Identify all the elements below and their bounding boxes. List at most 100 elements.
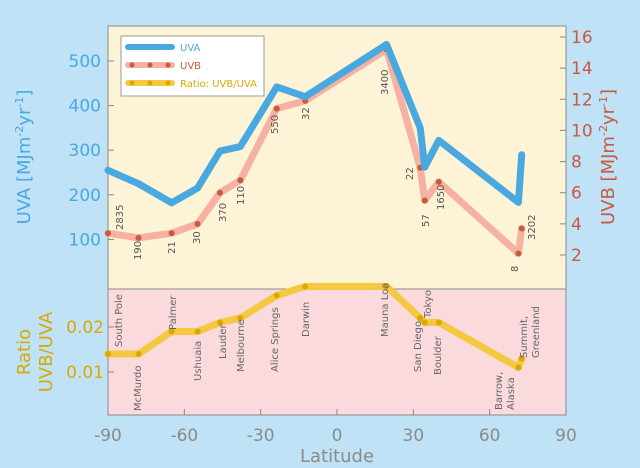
series-line-0: [104, 41, 526, 207]
uvb-tick-label: 10: [571, 121, 593, 141]
series-point-0: [135, 180, 142, 187]
series-point-1: [237, 177, 244, 184]
ratio-axis-title-line2: UVB/UVA: [36, 311, 57, 392]
site-label: Melbourne: [236, 319, 247, 372]
ratio-tick-label: 0.02: [66, 318, 104, 338]
legend-marker: [165, 62, 171, 68]
legend-label: UVA: [180, 43, 201, 54]
uvb-tick-label: 16: [571, 28, 593, 48]
site-label: South Pole: [114, 294, 125, 347]
legend-marker: [129, 62, 135, 68]
series-point-0: [435, 137, 442, 144]
series-point-0: [216, 148, 223, 155]
series-point-2: [135, 351, 142, 357]
site-label: Boulder: [433, 335, 444, 375]
altitude-label: 550: [270, 115, 281, 134]
x-tick-label: 60: [479, 426, 501, 446]
series-point-2: [383, 283, 390, 290]
altitude-label: 21: [167, 241, 178, 254]
altitude-label: 2835: [115, 205, 126, 230]
series-point-0: [237, 143, 244, 150]
legend: UVA UVB Ratio: UVB/UVA: [120, 35, 265, 97]
series-point-0: [518, 151, 525, 158]
site-label: Palmer: [168, 295, 179, 330]
site-label: Darwin: [301, 302, 312, 337]
uva-tick-label: 400: [69, 97, 101, 117]
uvb-tick-label: 8: [571, 153, 582, 173]
series-point-2: [194, 328, 201, 335]
plot-frame: [107, 25, 567, 416]
series-point-0: [105, 167, 111, 174]
series-point-2: [105, 351, 111, 357]
series-point-2: [518, 355, 525, 362]
series-point-1: [216, 189, 223, 196]
series-point-2: [515, 364, 522, 371]
series-point-0: [168, 199, 175, 206]
uva-tick-label: 200: [69, 186, 101, 206]
series-point-1: [435, 178, 442, 185]
uva-tick-label: 300: [69, 141, 101, 161]
x-tick-label: -30: [247, 426, 275, 446]
x-tick-label: 30: [403, 426, 425, 446]
site-label: Lauder: [218, 323, 229, 359]
altitude-label: 3202: [527, 215, 538, 240]
altitude-label: 3400: [380, 70, 391, 95]
altitude-label: 110: [236, 186, 247, 205]
legend-label: UVB: [180, 61, 201, 72]
series-point-0: [273, 83, 280, 90]
altitude-label: 32: [301, 107, 312, 120]
series-point-1: [515, 250, 522, 257]
series-point-1: [421, 197, 428, 204]
ratio-axis-title-line1: Ratio: [14, 329, 35, 375]
series-point-2: [417, 315, 424, 321]
x-tick-label: -90: [94, 426, 122, 446]
uva-axis-title: UVA [MJm-2yr-1]: [13, 90, 35, 225]
series-point-2: [421, 319, 428, 326]
altitude-label: 8: [510, 266, 521, 272]
series-point-1: [518, 225, 525, 232]
uvb-axis-title: UVB [MJm-2yr-1]: [597, 89, 619, 225]
series-point-0: [383, 41, 390, 48]
uva-tick-label: 500: [69, 52, 101, 72]
legend-marker: [165, 44, 171, 50]
series-point-2: [237, 315, 244, 321]
legend-marker: [129, 80, 135, 86]
altitude-label: 57: [421, 214, 432, 227]
uvb-tick-label: 4: [571, 215, 582, 235]
site-label: Barrow,Alaska: [494, 372, 517, 410]
series-point-0: [417, 124, 424, 131]
uvb-tick-label: 12: [571, 90, 593, 110]
series-point-0: [302, 93, 309, 100]
site-label: Summit,Greenland: [519, 306, 542, 358]
site-label: Ushuaia: [193, 341, 204, 381]
series-point-0: [421, 164, 428, 171]
site-label: Mauna Loa: [380, 283, 391, 337]
series-point-0: [515, 199, 522, 206]
uvb-tick-label: 6: [571, 184, 582, 204]
altitude-label: 190: [133, 241, 144, 260]
site-label: San Diego: [413, 321, 424, 372]
legend-marker: [165, 80, 171, 86]
altitude-label: 1650: [436, 185, 447, 210]
series-point-1: [194, 220, 201, 227]
x-axis-title: Latitude: [300, 446, 374, 467]
series-point-2: [273, 292, 280, 299]
legend-label: Ratio: UVB/UVA: [180, 79, 257, 90]
series-line-1: [104, 46, 526, 257]
series-point-0: [194, 185, 201, 192]
x-tick-label: 90: [555, 426, 577, 446]
altitude-label: 22: [405, 167, 416, 180]
ratio-tick-label: 0.01: [66, 363, 104, 383]
uvb-tick-label: 2: [571, 246, 582, 266]
altitude-label: 370: [218, 203, 229, 222]
legend-marker: [129, 44, 135, 50]
uva-tick-label: 100: [69, 230, 101, 250]
legend-marker: [147, 62, 153, 68]
legend-marker: [147, 44, 153, 50]
legend-marker: [147, 80, 153, 86]
uvb-tick-label: 14: [571, 59, 593, 79]
site-label: Alice Springs: [270, 307, 281, 372]
series-point-1: [168, 230, 175, 237]
series-point-2: [302, 283, 309, 290]
